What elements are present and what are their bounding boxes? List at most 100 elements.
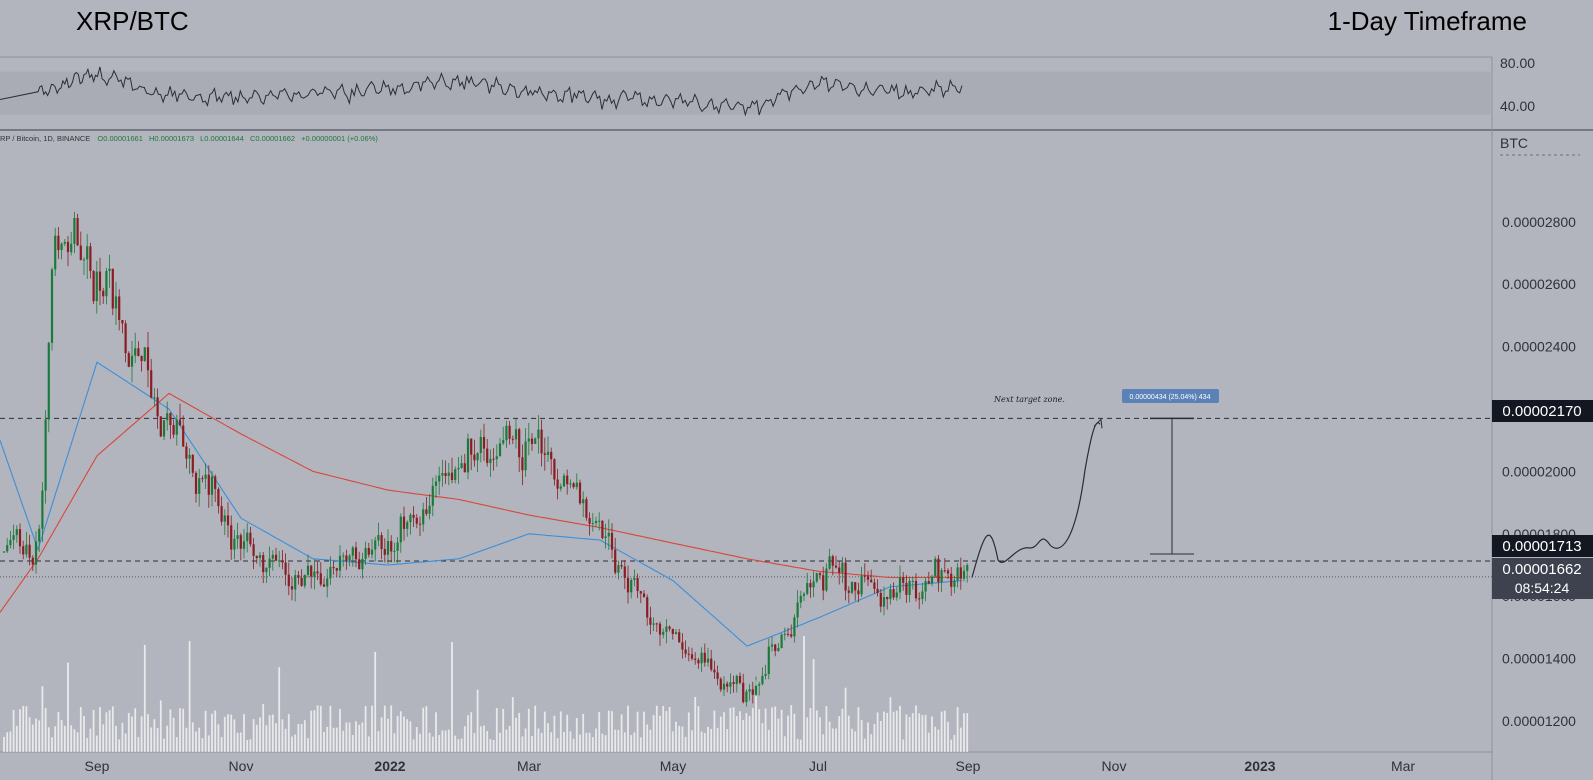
- volume-bar: [121, 722, 124, 752]
- candle-body: [790, 634, 793, 637]
- time-tick-label: Mar: [1391, 758, 1415, 774]
- measure-label-box: [1122, 389, 1219, 403]
- volume-bar: [383, 705, 386, 752]
- legend-low: L0.00001644: [200, 134, 244, 143]
- candle-body: [425, 509, 428, 514]
- candle-body: [348, 555, 351, 561]
- candle-body: [95, 271, 98, 302]
- candle-body: [118, 296, 121, 320]
- price-tick-label: 0.00002000: [1502, 463, 1576, 479]
- candle-body: [742, 682, 745, 703]
- candle-body: [207, 474, 210, 495]
- candle-body: [617, 565, 620, 573]
- volume-bar: [633, 732, 636, 752]
- volume-bar: [441, 730, 444, 752]
- volume-bar: [217, 724, 220, 752]
- candle-body: [943, 570, 946, 572]
- candle-body: [697, 659, 700, 664]
- candle-body: [329, 566, 332, 579]
- volume-bar: [566, 714, 569, 752]
- volume-bar: [895, 710, 898, 752]
- volume-bar: [918, 713, 921, 752]
- volume-bar: [595, 728, 597, 752]
- candle-body: [492, 458, 495, 460]
- volume-bar: [937, 729, 940, 752]
- candle-body: [121, 319, 124, 324]
- candle-body: [137, 348, 140, 356]
- candle-body: [671, 628, 674, 635]
- candle-body: [774, 644, 777, 651]
- volume-bar: [547, 723, 549, 752]
- volume-bar: [694, 696, 697, 752]
- volume-bar: [137, 737, 140, 752]
- volume-bar: [51, 737, 53, 752]
- candle-body: [361, 558, 364, 570]
- volume-bar: [854, 731, 857, 752]
- volume-bar: [492, 739, 495, 752]
- volume-bar: [483, 725, 485, 752]
- volume-bar: [777, 718, 780, 752]
- volume-bar: [467, 715, 469, 752]
- volume-bar: [499, 732, 501, 752]
- candle-body: [198, 478, 201, 494]
- volume-bar: [550, 732, 553, 752]
- volume-bar: [649, 729, 652, 752]
- candle-body: [703, 652, 706, 663]
- candle-body: [255, 555, 258, 559]
- candle-body: [178, 419, 182, 426]
- volume-bar: [751, 708, 754, 752]
- ma-slow-layer: [0, 392, 962, 613]
- candle-body: [252, 544, 255, 556]
- candle-body: [57, 235, 60, 251]
- candle-body: [418, 523, 422, 525]
- volume-bar: [783, 736, 786, 752]
- candle-body: [706, 658, 710, 663]
- volume-bar: [799, 739, 802, 752]
- candle-body: [354, 547, 358, 560]
- price-tick-label: 0.00002400: [1502, 339, 1576, 355]
- volume-bar: [275, 723, 277, 752]
- candle-body: [466, 438, 470, 473]
- candle-body: [594, 520, 598, 524]
- candle-body: [31, 557, 34, 565]
- candle-body: [527, 438, 530, 442]
- volume-bar: [12, 709, 15, 752]
- volume-bar: [127, 713, 130, 752]
- volume-bar: [185, 727, 188, 752]
- resistance-price-tag: 0.00001713: [1502, 538, 1581, 555]
- volume-bar: [815, 710, 818, 752]
- candle-body: [406, 522, 409, 529]
- candle-body: [108, 268, 111, 271]
- volume-bar: [732, 707, 735, 752]
- candle-body: [722, 683, 726, 690]
- candle-body: [290, 586, 294, 590]
- volume-bar: [604, 735, 607, 752]
- candle-body: [748, 689, 751, 692]
- time-tick-label: May: [660, 758, 686, 774]
- candle-body: [498, 443, 502, 457]
- candle-body: [854, 582, 857, 591]
- volume-bar: [316, 705, 319, 752]
- volume-bar: [255, 724, 258, 752]
- candle-body: [822, 575, 825, 591]
- volume-bar: [662, 705, 665, 752]
- candle-body: [114, 296, 118, 309]
- candle-body: [556, 479, 559, 489]
- candle-body: [415, 517, 418, 524]
- candle-body: [169, 413, 172, 426]
- volume-bar: [89, 728, 92, 752]
- legend-symbol: RP / Bitcoin, 1D, BINANCE: [0, 134, 90, 143]
- volume-bar: [543, 711, 546, 752]
- volume-bar: [470, 712, 473, 752]
- candle-body: [575, 482, 578, 488]
- volume-bar: [265, 725, 268, 752]
- candle-body: [460, 463, 463, 468]
- volume-bar: [790, 705, 793, 752]
- projection-path: [971, 422, 1101, 578]
- candle-body: [758, 684, 761, 686]
- volume-bar: [444, 730, 447, 752]
- volume-bar: [735, 716, 738, 752]
- current-price-tag: 0.00001662: [1502, 561, 1581, 578]
- volume-bar: [428, 732, 431, 752]
